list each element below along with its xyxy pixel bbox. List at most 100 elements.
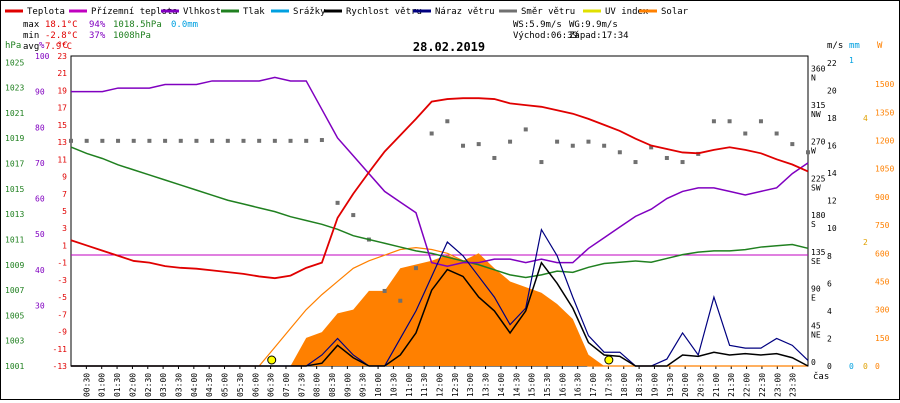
press-tick: 1011 [5,235,24,244]
x-tick-label: 21:30 [727,373,736,397]
temp-tick: 1 [62,241,67,250]
x-tick-label: 13:30 [482,373,491,397]
x-tick-label: 19:00 [650,373,659,397]
press-tick: 1023 [5,84,24,93]
x-tick-label: 20:00 [681,373,690,397]
x-tick-label: 16:00 [558,373,567,397]
wind-dir-point [429,131,434,136]
wind-tick: 10 [827,224,837,233]
x-tick-label: 22:00 [743,373,752,397]
wind-speed-line [71,261,809,367]
wind-dir-point [257,138,262,143]
x-tick-label: 03:00 [159,373,168,397]
plot-series [69,76,810,367]
x-tick-label: 18:00 [620,373,629,397]
temp-tick: -11 [53,345,68,354]
legend-label: Náraz větru [435,7,495,17]
dir-tick: 0 [811,358,816,367]
wind-tick: 2 [827,334,832,343]
legend-label: UV index [605,7,649,17]
solar-tick: 450 [875,277,890,286]
x-tick-label: 02:30 [144,373,153,397]
wind-tick: 12 [827,197,837,206]
x-tick-label: 15:00 [528,373,537,397]
legend-label: Přízemní teplota [91,7,178,17]
wind-dir-point [617,150,622,155]
wind-dir-point [774,131,779,136]
x-tick-label: 08:00 [313,373,322,397]
wind-tick: 18 [827,114,837,123]
press-tick: 1019 [5,134,24,143]
wind-tick: 0 [827,362,832,371]
wind-tick: 8 [827,252,832,261]
x-tick-label: 01:00 [98,373,107,397]
hum-tick: 60 [35,195,45,204]
temp-tick: -3 [57,276,67,285]
uv-tick: 2 [863,238,868,247]
max-press: 1018.5hPa [113,20,162,30]
dir-tick: 45 [811,321,821,330]
rain-tick: 0 [849,362,854,371]
legend: Teplota Přízemní teplota Vlhkost Tlak Srážky… [5,7,689,17]
dir-tick: 90 [811,285,821,294]
wind-dir-point [335,200,340,205]
temp-tick: -7 [57,310,67,319]
wind-tick: 20 [827,86,837,95]
wind-tick: 14 [827,169,837,178]
avg-label: avg [23,42,39,52]
rain-tick: 1 [849,56,854,65]
wind-dir-point [69,138,73,143]
min-label: min [23,31,39,41]
wind-dir-point [445,119,450,124]
wind-dir-point [163,138,168,143]
wind-dir-point [178,138,183,143]
x-tick-label: 01:30 [113,373,122,397]
wind-dir-point [398,298,403,303]
press-tick: 1009 [5,261,24,270]
press-unit: hPa [5,41,21,51]
hum-tick: 40 [35,266,45,275]
x-tick-label: 23:00 [773,373,782,397]
x-tick-label: 14:00 [497,373,506,397]
uv-tick: 0 [863,362,868,371]
wind-dir-point [743,131,748,136]
wind-dir-point [131,138,136,143]
max-hum: 94% [89,20,106,30]
hum-tick: 70 [35,159,45,168]
press-tick: 1025 [5,58,24,67]
wind-tick: 6 [827,279,832,288]
temp-tick: 17 [57,104,67,113]
press-tick: 1003 [5,337,24,346]
dir-label: SE [811,257,821,266]
wind-unit: m/s [827,41,843,51]
wind-dir-point [241,138,246,143]
x-tick-label: 04:00 [190,373,199,397]
temp-tick: -13 [53,362,68,371]
press-tick: 1017 [5,160,24,169]
wind-dir-point [586,139,591,144]
sunrise-marker [267,355,277,365]
hum-tick: 90 [35,88,45,97]
solar-tick: 900 [875,193,890,202]
x-tick-label: 17:30 [604,373,613,397]
x-tick-label: 05:30 [236,373,245,397]
temp-tick: -1 [57,259,67,268]
axis-units: hPa % °C m/s mm W čas [5,41,883,382]
max-temp: 18.1°C [45,20,78,30]
press-tick: 1007 [5,286,24,295]
dir-tick: 315 [811,101,826,110]
x-axis: 00:30 01:00 01:30 02:00 02:30 03:00 03:30 04:00… [82,366,798,397]
legend-label: Rychlost větru [346,7,422,17]
x-tick-label: 14:30 [512,373,521,397]
dir-tick: 135 [811,248,826,257]
wind-dir-point [476,142,481,147]
wind-dir-point [319,138,324,143]
chart-title: 28.02.2019 [413,40,485,54]
x-tick-label: 10:30 [389,373,398,397]
temp-tick: 7 [62,190,67,199]
wind-gust-max: WG:9.9m/s [569,20,618,30]
dir-tick: 180 [811,211,826,220]
stats-block: max 18.1°C 94% 1018.5hPa 0.0mm min -2.8°… [23,20,629,52]
hum-tick: 80 [35,123,45,132]
wind-dir-point [382,288,387,293]
